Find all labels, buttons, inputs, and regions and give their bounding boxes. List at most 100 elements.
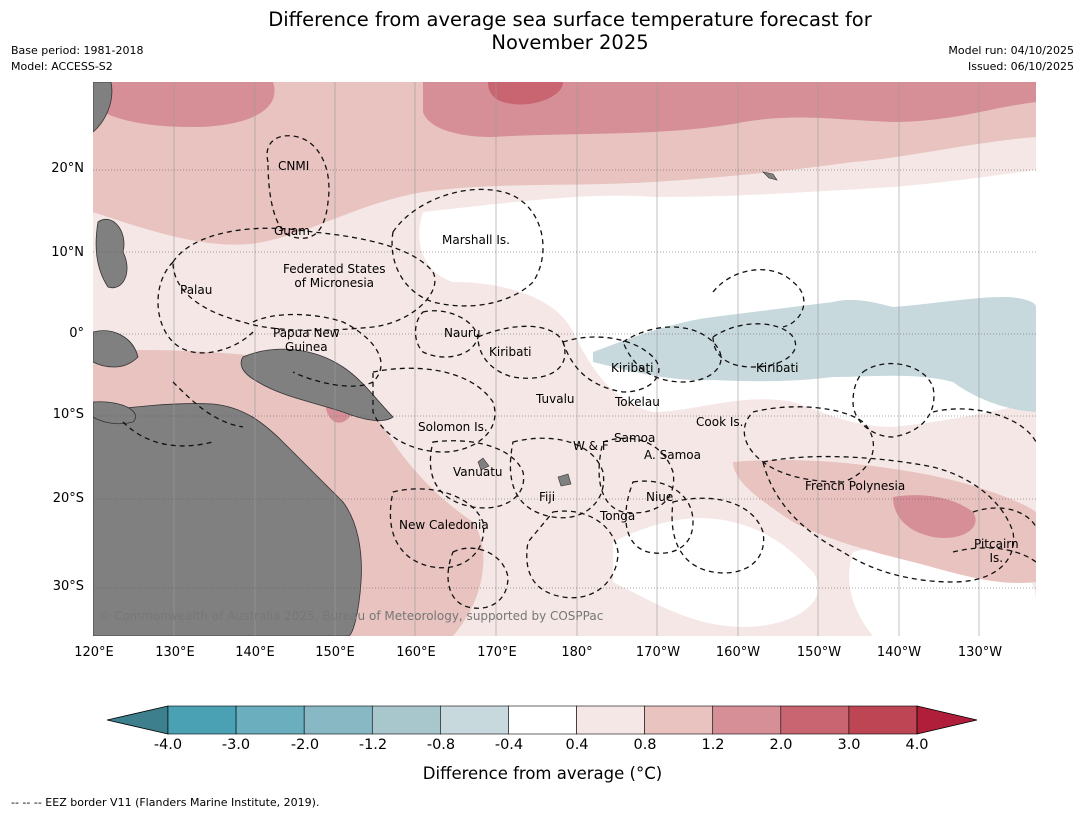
label-fsm-line1: Federated States [283, 262, 386, 276]
cool-anomaly-patch [593, 297, 1036, 412]
anomaly-warm-southeast [893, 495, 976, 538]
label-cook-islands: Cook Is. [696, 415, 744, 429]
label-pitcairn-line2: Is. [989, 551, 1004, 565]
colorbar-tick-label: -4.0 [153, 737, 183, 753]
colorbar-tick-label: 3.0 [837, 737, 861, 753]
map-canvas [93, 82, 1036, 636]
colorbar-swatch [303, 705, 373, 735]
meta-right: Model run: 04/10/2025 Issued: 06/10/2025 [948, 43, 1074, 75]
label-png-line1: Papua New [273, 326, 340, 340]
label-niue: Niue [646, 490, 674, 504]
lon-label: 130°E [155, 645, 195, 660]
colorbar-tick-label: -2.0 [290, 737, 320, 753]
colorbar-boxes [167, 705, 918, 735]
base-period: Base period: 1981-2018 [11, 44, 144, 57]
map-title: Difference from average sea surface temp… [170, 8, 970, 54]
label-tonga: Tonga [600, 509, 636, 523]
label-tokelau: Tokelau [615, 395, 660, 409]
lon-label: 140°W [876, 645, 922, 660]
lon-label: 150°E [315, 645, 355, 660]
lon-label: 120°E [74, 645, 114, 660]
copyright-notice: © Commonwealth of Australia 2025, Bureau… [98, 609, 604, 623]
lat-label: 20°S [52, 491, 84, 506]
label-palau: Palau [180, 283, 213, 297]
lon-label: 140°E [235, 645, 275, 660]
label-png: Papua New Guinea [273, 326, 340, 354]
model-name: Model: ACCESS-S2 [11, 60, 113, 73]
colorbar-swatch [167, 705, 237, 735]
colorbar-swatch [576, 705, 645, 735]
anomaly-hot-north [488, 82, 563, 105]
lat-label: 30°S [52, 579, 84, 594]
colorbar-tick-label: -1.2 [358, 737, 388, 753]
lat-label: 20°N [51, 161, 84, 176]
colorbar-tick-label: 0.4 [565, 737, 589, 753]
label-cnmi: CNMI [278, 159, 310, 173]
latitude-gridlines [93, 169, 1036, 589]
label-fiji: Fiji [539, 490, 556, 504]
label-american-samoa: A. Samoa [644, 448, 701, 462]
land-indonesia [93, 330, 139, 368]
colorbar-tick-label: 1.2 [701, 737, 725, 753]
meta-left: Base period: 1981-2018 Model: ACCESS-S2 [11, 43, 143, 75]
label-pitcairn-line1: Pitcairn [974, 537, 1019, 551]
anomaly-band-north [93, 82, 1036, 245]
colorbar-swatch [848, 705, 918, 735]
colorbar-tick-label: 0.8 [633, 737, 657, 753]
label-fsm-line2: of Micronesia [294, 276, 375, 290]
colorbar-tick-label: 2.0 [769, 737, 793, 753]
lon-label: 180° [561, 645, 593, 660]
eez-borders [122, 135, 1036, 609]
colorbar-swatch [371, 705, 441, 735]
colorbar-swatch [780, 705, 850, 735]
lon-label: 170°W [635, 645, 681, 660]
label-kiribati-west: Kiribati [489, 345, 532, 359]
lon-label: 160°E [396, 645, 436, 660]
land-australia [93, 403, 362, 636]
label-samoa: Samoa [614, 431, 656, 445]
lon-label: 160°W [715, 645, 761, 660]
colorbar-tick-label: -0.4 [494, 737, 524, 753]
longitude-gridlines [173, 82, 980, 636]
colorbar [107, 705, 978, 735]
lat-label: 0° [69, 326, 84, 341]
anomaly-warm-nw [103, 82, 275, 127]
colorbar-tick-label: -0.8 [426, 737, 456, 753]
lat-label: 10°S [52, 407, 84, 422]
lon-label: 170°E [477, 645, 517, 660]
land-philippines [95, 219, 128, 289]
colorbar-swatch [440, 705, 509, 735]
small-islands [477, 171, 778, 487]
label-png-line2: Guinea [285, 340, 328, 354]
lon-label: 130°W [957, 645, 1003, 660]
label-fsm: Federated States of Micronesia [283, 262, 385, 290]
label-vanuatu: Vanuatu [453, 465, 503, 479]
label-new-caledonia: New Caledonia [399, 518, 489, 532]
title-line-1: Difference from average sea surface temp… [268, 8, 872, 31]
label-nauru: Nauru [444, 326, 481, 340]
colorbar-swatch [712, 705, 782, 735]
lat-label: 10°N [51, 245, 84, 260]
eez-footnote: -- -- -- EEZ border V11 (Flanders Marine… [11, 796, 320, 809]
issued-date: Issued: 06/10/2025 [967, 60, 1074, 73]
anomaly-band-southeast [733, 460, 1036, 583]
land-taiwan [93, 82, 113, 133]
neutral-patch-south [613, 518, 819, 627]
colorbar-swatch [235, 705, 305, 735]
colorbar-tick-label: -3.0 [221, 737, 251, 753]
sst-anomaly-map: CNMI Guam Marshall Is. Federated States … [93, 82, 1036, 636]
lon-label: 150°W [796, 645, 842, 660]
label-tuvalu: Tuvalu [536, 392, 575, 406]
land-timor [93, 401, 136, 425]
colorbar-title: Difference from average (°C) [422, 764, 663, 783]
colorbar-over-triangle [916, 705, 978, 735]
label-french-polynesia: French Polynesia [805, 479, 906, 493]
label-pitcairn: Pitcairn Is. [974, 537, 1019, 565]
label-solomon-islands: Solomon Is. [418, 420, 488, 434]
anomaly-warm-north [423, 82, 1036, 137]
colorbar-tick-label: 4.0 [905, 737, 929, 753]
label-kiribati-east: Kiribati [756, 361, 799, 375]
colorbar-swatch [508, 705, 577, 735]
label-wallis-futuna: W & F [573, 439, 609, 453]
model-run: Model run: 04/10/2025 [948, 44, 1074, 57]
